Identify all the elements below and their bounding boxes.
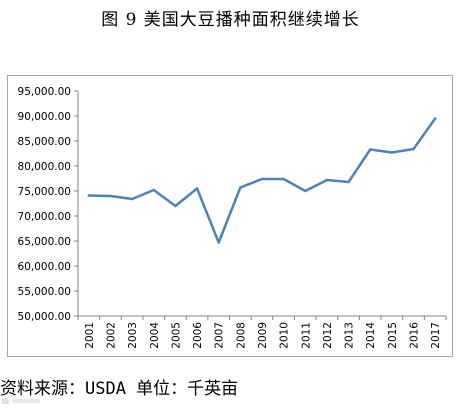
data-point <box>347 180 350 184</box>
x-tick-label: 2010 <box>279 322 291 349</box>
data-point <box>239 186 242 189</box>
data-point <box>412 147 415 151</box>
y-tick-label: 70,000.00 <box>18 211 71 223</box>
y-tick-label: 90,000.00 <box>18 111 71 123</box>
data-point <box>217 241 220 244</box>
data-point <box>109 194 112 198</box>
x-tick-label: 2004 <box>149 322 161 349</box>
line-chart: 50,000.00 55,000.00 60,000.00 65,000.00 70,0… <box>18 86 447 349</box>
x-tick-label: 2008 <box>235 322 247 349</box>
data-point <box>130 197 134 201</box>
data-point <box>282 177 285 181</box>
x-tick-label: 2014 <box>365 322 377 349</box>
y-tick-label: 80,000.00 <box>18 161 71 173</box>
y-tick-label: 85,000.00 <box>18 136 71 148</box>
x-tick-label: 2017 <box>430 322 442 349</box>
y-tick-label: 75,000.00 <box>18 186 71 198</box>
data-point <box>174 204 177 208</box>
y-tick-label: 60,000.00 <box>18 261 71 273</box>
x-axis: 2001 2002 2003 2004 2005 2006 2007 2008 2009 2010… <box>77 315 447 349</box>
data-point <box>152 188 155 192</box>
x-tick-label: 2005 <box>170 322 182 349</box>
x-tick-label: 2002 <box>105 322 117 349</box>
data-point <box>325 178 329 182</box>
series-group <box>87 117 437 244</box>
data-point <box>195 187 199 190</box>
data-point <box>433 117 437 120</box>
watermark-logo <box>2 398 40 404</box>
x-tick-label: 2009 <box>257 322 269 349</box>
x-tick-label: 2007 <box>214 322 226 349</box>
data-point <box>87 194 91 197</box>
data-point <box>369 148 372 151</box>
data-point <box>390 151 394 154</box>
figure-title: 图 9 美国大豆播种面积继续增长 <box>101 10 360 30</box>
x-tick-label: 2006 <box>192 322 204 349</box>
data-point <box>260 177 264 181</box>
y-tick-label: 55,000.00 <box>18 286 71 298</box>
y-tick-label: 50,000.00 <box>18 311 71 323</box>
series-line <box>87 117 437 244</box>
x-tick-label: 2011 <box>300 322 312 349</box>
x-tick-label: 2013 <box>344 322 356 349</box>
x-tick-label: 2015 <box>387 322 399 349</box>
x-tick-label: 2016 <box>409 322 421 349</box>
data-point <box>304 189 307 193</box>
y-tick-label: 65,000.00 <box>18 236 71 248</box>
x-tick-label: 2012 <box>322 322 334 349</box>
y-axis: 50,000.00 55,000.00 60,000.00 65,000.00 70,0… <box>18 86 79 323</box>
x-tick-label: 2001 <box>84 322 96 349</box>
y-tick-label: 95,000.00 <box>18 86 71 98</box>
source-note: 资料来源：USDA 单位：千英亩 <box>0 379 239 399</box>
x-tick-label: 2003 <box>127 322 139 349</box>
